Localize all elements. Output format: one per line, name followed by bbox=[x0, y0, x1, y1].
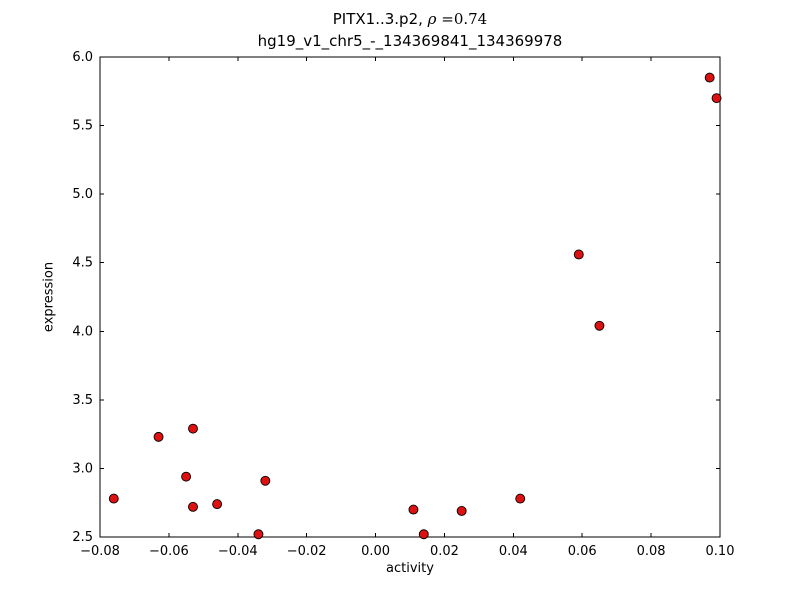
rho-symbol: ρ bbox=[427, 10, 437, 28]
x-axis-label: activity bbox=[386, 561, 434, 576]
x-tick-label: −0.08 bbox=[80, 544, 120, 559]
data-point bbox=[188, 501, 198, 512]
x-tick-label: 0.06 bbox=[568, 544, 597, 559]
data-point bbox=[253, 529, 264, 540]
y-tick-label: 3.0 bbox=[72, 461, 93, 476]
chart-subtitle: hg19_v1_chr5_-_134369841_134369978 bbox=[257, 32, 563, 50]
x-tick-label: 0.04 bbox=[499, 544, 528, 559]
y-tick-label: 4.0 bbox=[72, 324, 93, 339]
x-tick-label: −0.04 bbox=[218, 544, 258, 559]
y-tick-label: 5.5 bbox=[72, 119, 93, 134]
chart-title: PITX1..3.p2, ρ =0.74 hg19_v1_chr5_-_1343… bbox=[100, 8, 720, 52]
title-gene-label: PITX1..3.p2, bbox=[332, 10, 428, 28]
y-tick-label: 3.5 bbox=[72, 393, 93, 408]
data-point bbox=[108, 493, 119, 504]
y-tick-label: 5.0 bbox=[72, 187, 93, 202]
x-tick-label: 0.08 bbox=[637, 544, 666, 559]
data-point bbox=[515, 493, 526, 504]
data-point bbox=[260, 475, 271, 486]
data-point bbox=[711, 93, 722, 104]
data-point bbox=[594, 320, 605, 331]
x-tick-label: 0.02 bbox=[430, 544, 459, 559]
rho-value: =0.74 bbox=[436, 10, 488, 28]
data-point bbox=[408, 504, 419, 515]
data-point bbox=[704, 72, 715, 83]
y-tick-label: 2.5 bbox=[72, 530, 93, 545]
x-tick-label: −0.02 bbox=[287, 544, 327, 559]
x-tick-label: 0.00 bbox=[361, 544, 390, 559]
data-point bbox=[153, 431, 164, 442]
data-point bbox=[456, 505, 467, 516]
data-point bbox=[573, 249, 584, 260]
x-tick-label: −0.06 bbox=[149, 544, 189, 559]
plot-border bbox=[99, 56, 721, 538]
data-point bbox=[181, 471, 192, 482]
x-tick-label: 0.10 bbox=[706, 544, 735, 559]
data-point bbox=[188, 423, 198, 434]
data-point bbox=[212, 499, 223, 510]
data-point bbox=[418, 529, 429, 540]
y-tick-label: 6.0 bbox=[72, 50, 93, 65]
chart-title-line1: PITX1..3.p2, ρ =0.74 bbox=[100, 8, 720, 30]
y-tick-label: 4.5 bbox=[72, 256, 93, 271]
title-rho-expression: ρ =0.74 bbox=[428, 10, 488, 28]
